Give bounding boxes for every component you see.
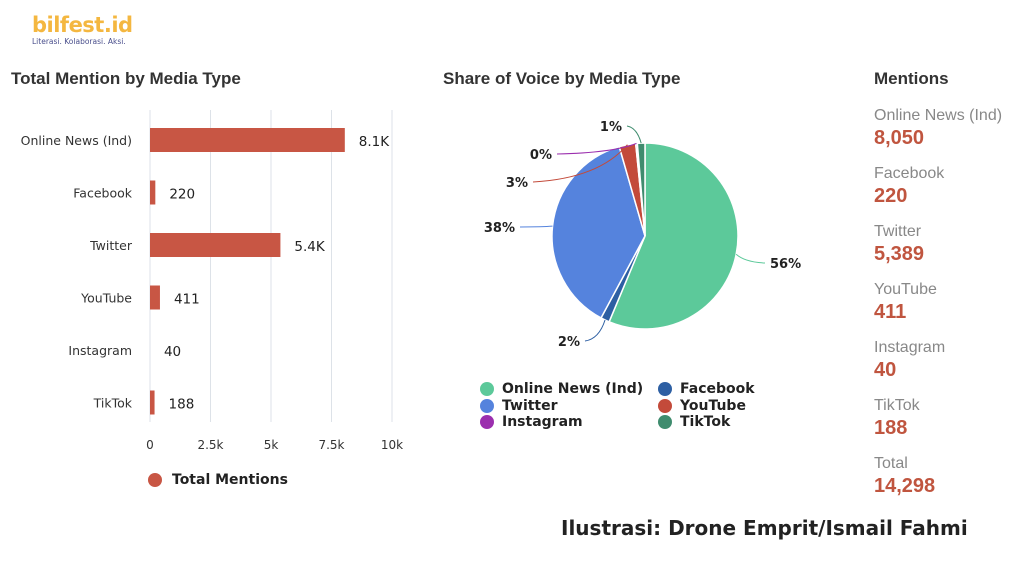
- bar-legend[interactable]: Total Mentions: [148, 472, 288, 488]
- legend-marker: [480, 382, 494, 397]
- category-label: TikTok: [93, 396, 133, 411]
- mentions-label: Total: [874, 455, 908, 472]
- legend-label: TikTok: [680, 414, 731, 430]
- bar-legend-label: Total Mentions: [172, 472, 288, 488]
- mentions-value: 8,050: [874, 127, 925, 149]
- legend-marker: [480, 398, 494, 413]
- connector-line: [532, 144, 628, 183]
- pie-legend-item[interactable]: Twitter: [480, 398, 658, 415]
- pie-slice[interactable]: [608, 142, 739, 330]
- pie-legend: Online News (Ind) Facebook Twitter YouTube I…: [480, 381, 778, 431]
- pie-legend-item[interactable]: Online News (Ind): [480, 381, 658, 398]
- mentions-value: 411: [874, 301, 907, 323]
- image-credit: Ilustrasi: Drone Emprit/Ismail Fahmi: [561, 516, 968, 540]
- legend-marker: [658, 415, 672, 430]
- mentions-value: 188: [874, 417, 908, 439]
- mentions-value: 220: [874, 185, 908, 207]
- bar-legend-marker: [148, 473, 162, 487]
- x-tick-label: 0: [146, 438, 154, 452]
- legend-marker: [658, 398, 672, 413]
- bar-chart-title: Total Mention by Media Type: [11, 69, 241, 88]
- data-label: 220: [169, 187, 195, 203]
- mentions-title: Mentions: [874, 69, 949, 88]
- mentions-value: 5,389: [874, 243, 925, 265]
- x-tick-label: 2.5k: [197, 438, 223, 452]
- legend-marker: [480, 415, 494, 430]
- data-label: 188: [169, 397, 195, 413]
- legend-label: Instagram: [502, 414, 583, 430]
- pie-legend-item[interactable]: TikTok: [658, 414, 778, 431]
- pie-chart: 56% 2% 38% 3%0% 1%: [484, 120, 801, 350]
- x-tick-label: 10k: [381, 438, 403, 452]
- pie-data-label: 1%: [600, 120, 622, 135]
- pie-legend-item[interactable]: Instagram: [480, 414, 658, 431]
- pie-slice[interactable]: [551, 145, 646, 319]
- category-label: YouTube: [80, 291, 132, 306]
- connector-line: [556, 142, 637, 155]
- pie-legend-item[interactable]: Facebook: [658, 381, 778, 398]
- logo-tagline: Literasi. Kolaborasi. Aksi.: [32, 37, 126, 46]
- legend-label: Facebook: [680, 381, 755, 397]
- connector-line: [735, 253, 766, 264]
- category-label: Online News (Ind): [21, 133, 132, 148]
- category-label: Instagram: [68, 343, 132, 358]
- mentions-label: Facebook: [874, 165, 945, 182]
- mentions-value: 40: [874, 359, 897, 381]
- bar[interactable]: [150, 233, 281, 257]
- data-label: 5.4K: [294, 239, 325, 255]
- data-label: 40: [164, 344, 181, 360]
- mentions-panel: Online News (Ind) 8,050 Facebook 220 Twitter…: [874, 106, 1002, 512]
- x-tick-label: 5k: [264, 438, 279, 452]
- data-label: 8.1K: [359, 134, 390, 150]
- mentions-label: TikTok: [874, 397, 920, 414]
- pie-data-label: 56%: [770, 257, 801, 272]
- mentions-value: 14,298: [874, 475, 936, 497]
- mentions-label: Online News (Ind): [874, 107, 1003, 124]
- bar[interactable]: [150, 390, 155, 415]
- logo-name: bilfest.id: [32, 13, 133, 37]
- x-tick-label: 7.5k: [318, 438, 344, 452]
- pie-data-label: 38%: [484, 221, 515, 236]
- bar[interactable]: [150, 128, 345, 152]
- category-label: Facebook: [73, 186, 132, 201]
- pie-chart-title: Share of Voice by Media Type: [443, 69, 681, 88]
- connector-line: [626, 125, 642, 144]
- mentions-label: Instagram: [874, 339, 946, 356]
- legend-marker: [658, 382, 672, 397]
- bar[interactable]: [150, 180, 156, 205]
- legend-label: Online News (Ind): [502, 381, 644, 397]
- pie-data-label: 0%: [530, 148, 552, 163]
- bar[interactable]: [150, 285, 160, 310]
- logo: bilfest.id Literasi. Kolaborasi. Aksi.: [32, 14, 133, 46]
- connector-line: [584, 319, 606, 342]
- category-label: Twitter: [89, 238, 133, 253]
- connector-line: [519, 225, 553, 228]
- pie-legend-item[interactable]: YouTube: [658, 398, 778, 415]
- mentions-label: Twitter: [874, 223, 922, 240]
- legend-label: Twitter: [502, 397, 558, 414]
- bar-chart: 0 2.5k 5k 7.5k 10k Online News (Ind) 8.1K Faceb…: [21, 110, 403, 452]
- pie-data-label: 3%: [506, 176, 528, 191]
- data-label: 411: [174, 292, 200, 308]
- legend-label: YouTube: [680, 397, 746, 414]
- pie-data-label: 2%: [558, 335, 580, 350]
- mentions-label: YouTube: [874, 281, 937, 298]
